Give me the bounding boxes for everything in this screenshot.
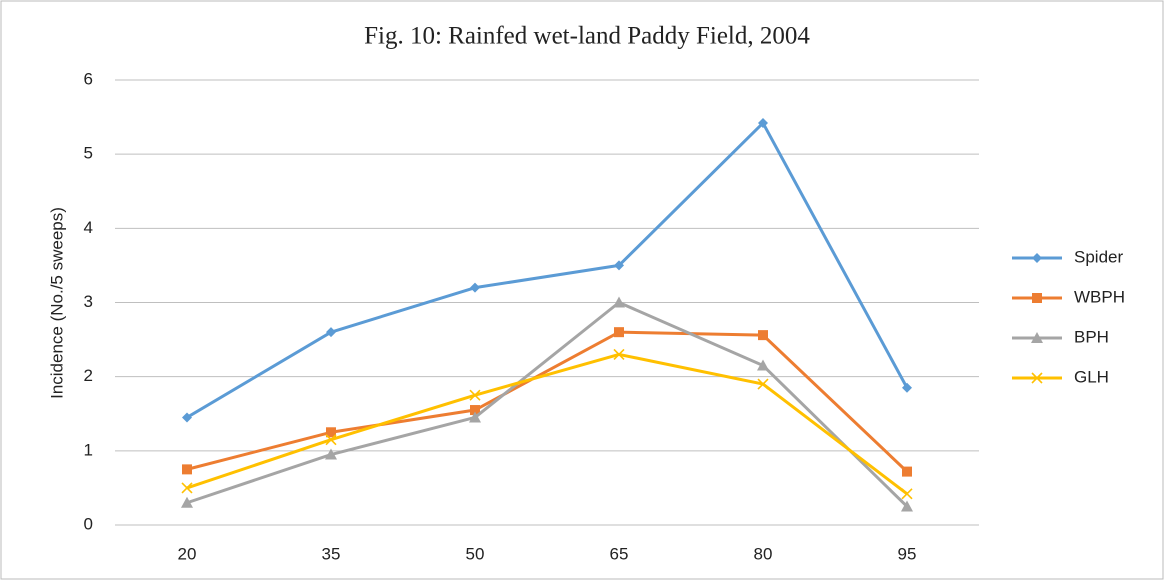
legend-marker (1032, 253, 1042, 263)
data-point (470, 405, 480, 416)
y-tick-label: 3 (84, 292, 93, 311)
data-point (758, 118, 768, 129)
x-tick-label: 20 (178, 544, 197, 563)
series-line (186, 121, 909, 419)
x-tick-label: 95 (898, 544, 917, 563)
data-point (182, 412, 192, 423)
data-point (757, 378, 769, 390)
data-point (757, 359, 769, 371)
data-point (901, 500, 913, 512)
y-axis-label: Incidence (No./5 sweeps) (47, 207, 66, 399)
data-point (469, 411, 481, 423)
data-point (182, 464, 192, 475)
data-point (758, 330, 768, 341)
data-point (181, 496, 193, 508)
legend-label: GLH (1074, 367, 1109, 386)
x-tick-label: 35 (322, 544, 341, 563)
data-point (326, 427, 336, 438)
y-tick-label: 5 (84, 144, 93, 163)
data-point (325, 448, 337, 460)
data-point (613, 348, 625, 360)
y-tick-label: 6 (84, 69, 93, 88)
y-tick-label: 4 (84, 218, 93, 237)
series-line (186, 330, 909, 473)
data-point (469, 389, 481, 401)
legend-marker (1031, 332, 1043, 343)
y-tick-label: 2 (84, 366, 93, 385)
data-point (325, 434, 337, 446)
legend-marker (1031, 372, 1043, 384)
data-point (614, 260, 624, 271)
legend-label: WBPH (1074, 287, 1125, 306)
data-point (181, 482, 193, 494)
y-tick-label: 0 (84, 514, 93, 533)
y-tick-label: 1 (84, 440, 93, 459)
data-point (470, 282, 480, 293)
data-point (326, 327, 336, 338)
x-tick-label: 65 (610, 544, 629, 563)
data-point (614, 327, 624, 338)
data-point (902, 382, 912, 393)
series-line (186, 352, 908, 496)
series-line (186, 301, 909, 508)
x-tick-label: 50 (466, 544, 485, 563)
legend-label: BPH (1074, 327, 1109, 346)
legend-marker (1032, 293, 1042, 303)
data-point (902, 466, 912, 477)
chart-title: Fig. 10: Rainfed wet-land Paddy Field, 2… (364, 23, 810, 50)
data-point (901, 488, 913, 500)
data-point (613, 296, 625, 308)
x-tick-label: 80 (754, 544, 773, 563)
legend-label: Spider (1074, 247, 1123, 266)
